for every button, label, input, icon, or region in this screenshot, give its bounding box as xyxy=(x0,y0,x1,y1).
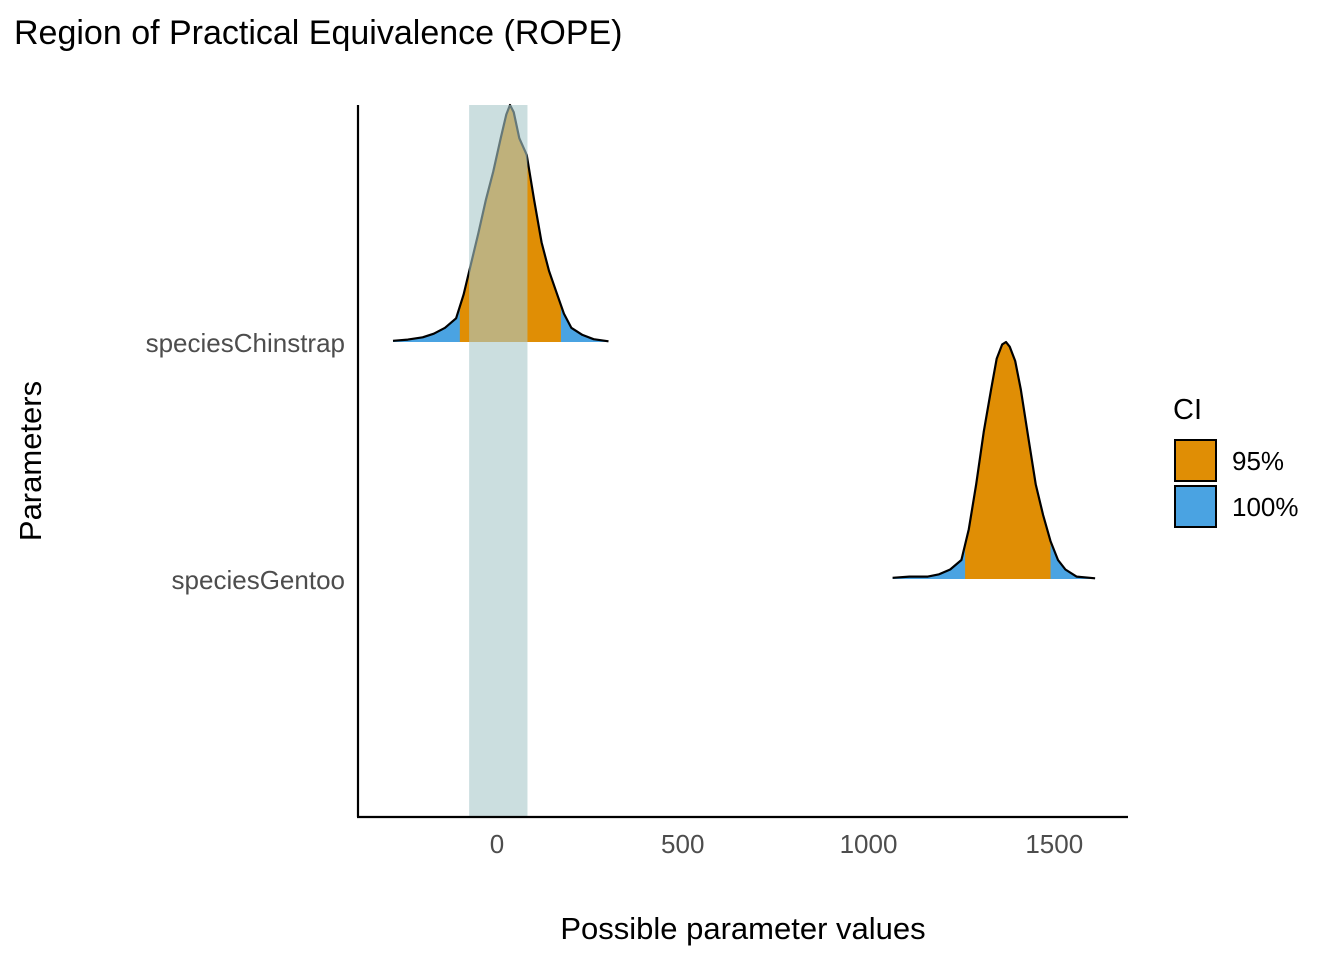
legend-key xyxy=(1174,485,1217,528)
legend-key xyxy=(1174,439,1217,482)
legend: CI 95% 100% xyxy=(1173,394,1299,528)
x-tick-label: 1000 xyxy=(840,829,898,859)
chart-title: Region of Practical Equivalence (ROPE) xyxy=(14,14,623,52)
x-tick-label: 0 xyxy=(490,829,504,859)
y-axis-ticks: speciesChinstrap speciesGentoo xyxy=(146,328,345,595)
density-outline-speciesGentoo xyxy=(892,340,1096,580)
legend-label: 100% xyxy=(1232,492,1299,522)
y-axis-title: Parameters xyxy=(13,381,48,541)
legend-label: 95% xyxy=(1232,446,1284,476)
x-axis-title: Possible parameter values xyxy=(560,911,925,946)
legend-title: CI xyxy=(1173,394,1202,426)
x-tick-label: 500 xyxy=(661,829,704,859)
y-tick-label: speciesChinstrap xyxy=(146,328,345,358)
x-axis-ticks: 0 500 1000 1500 xyxy=(490,829,1083,859)
density-95-speciesGentoo xyxy=(965,342,1051,579)
rope-band xyxy=(469,105,528,817)
plot-area xyxy=(392,103,1096,817)
x-tick-label: 1500 xyxy=(1025,829,1083,859)
y-tick-label: speciesGentoo xyxy=(172,565,345,595)
